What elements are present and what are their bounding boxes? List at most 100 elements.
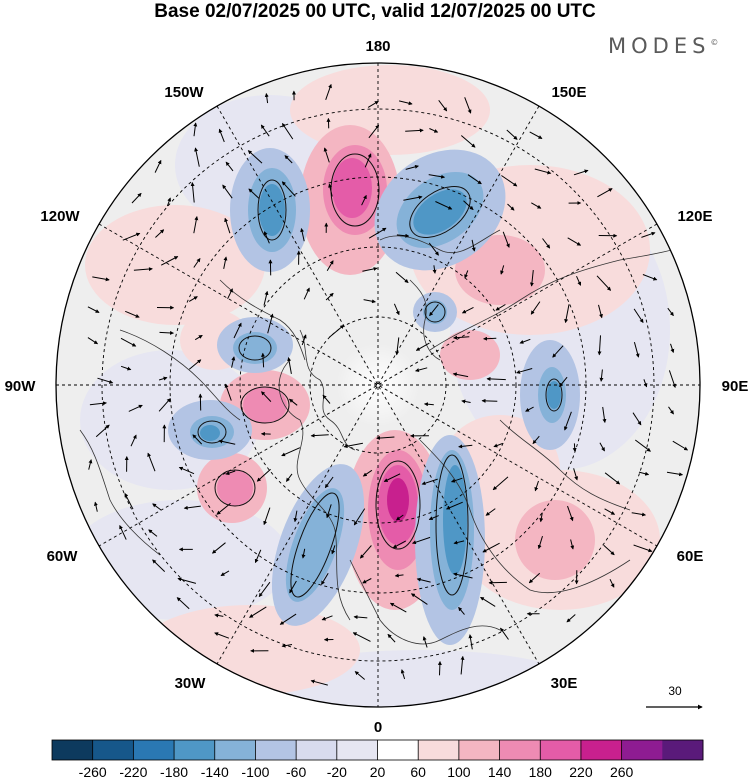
wind-vector — [392, 540, 407, 549]
coastlines — [79, 229, 700, 645]
wind-vector — [363, 299, 376, 304]
wind-vector — [367, 100, 379, 108]
wind-vector — [223, 256, 228, 269]
wind-vector — [368, 227, 387, 239]
lon-label-150w: 150W — [164, 84, 204, 101]
wind-vector — [120, 337, 137, 347]
wind-vector — [158, 398, 171, 412]
wind-vector — [166, 197, 172, 207]
wind-vector — [289, 580, 297, 594]
wind-vector — [502, 231, 510, 248]
wind-vector — [480, 596, 496, 607]
lon-label-60w: 60W — [47, 548, 79, 565]
wind-vector — [323, 147, 330, 163]
wind-vector — [260, 124, 270, 137]
wind-vector — [463, 200, 474, 211]
wind-vector — [214, 613, 224, 618]
wind-vector — [458, 606, 465, 615]
contours — [197, 153, 563, 598]
wind-vector — [529, 131, 543, 139]
wind-vector — [450, 477, 463, 483]
wind-vector — [218, 128, 225, 143]
wind-vector — [423, 402, 434, 407]
wind-vector — [279, 613, 297, 625]
wind-vector — [160, 256, 179, 266]
lon-label-30e: 30E — [551, 675, 578, 692]
wind-vector — [411, 536, 431, 545]
wind-vector — [507, 203, 515, 211]
wind-vector — [395, 271, 409, 284]
wind-vector — [287, 357, 292, 374]
wind-vector — [405, 164, 419, 170]
wind-vector — [328, 183, 333, 197]
lon-label-90w: 90W — [5, 378, 37, 395]
graticule — [56, 63, 700, 707]
wind-vector — [564, 304, 570, 324]
colorbar-swatch — [92, 740, 134, 760]
wind-vector — [193, 122, 198, 137]
wind-vector — [437, 660, 442, 676]
colorbar-tick-label: -220 — [119, 764, 147, 780]
wind-vector — [534, 168, 552, 175]
wind-vector — [119, 524, 127, 540]
wind-vector — [528, 572, 541, 584]
wind-vector — [188, 296, 198, 302]
wind-vector — [500, 627, 509, 640]
lon-label-60e: 60E — [677, 548, 704, 565]
colorbar-tick-label: -100 — [241, 764, 269, 780]
wind-vector — [567, 237, 582, 246]
colorbar-tick-label: 260 — [610, 764, 634, 780]
wind-vector — [453, 540, 465, 545]
wind-vector — [534, 480, 539, 492]
wind-vector — [633, 341, 640, 358]
colorbar-swatch — [336, 740, 378, 760]
wind-vector — [133, 267, 153, 272]
wind-vector — [352, 632, 371, 642]
wind-vector — [602, 406, 607, 424]
wind-vector — [124, 492, 134, 510]
wind-vector — [178, 466, 195, 475]
lon-label-150e: 150E — [551, 84, 586, 101]
map-border — [55, 62, 701, 708]
wind-vector — [92, 276, 110, 282]
wind-vector — [325, 83, 332, 100]
wind-vector — [403, 195, 423, 201]
wind-vector — [643, 379, 648, 388]
wind-vector — [609, 578, 615, 588]
wind-vector — [501, 175, 518, 187]
wind-vector — [343, 442, 363, 449]
wind-vector — [599, 369, 604, 382]
wind-vector — [222, 184, 233, 199]
wind-vector — [284, 155, 293, 164]
wind-vector — [567, 505, 574, 522]
colorbar-tick-label: -180 — [160, 764, 188, 780]
map-title: Base 02/07/2025 00 UTC, valid 12/07/2025… — [154, 1, 596, 22]
wind-vector — [668, 406, 674, 415]
wind-vector — [97, 377, 114, 384]
lon-label-120w: 120W — [40, 208, 80, 225]
wind-vector — [267, 313, 274, 334]
wind-vector — [322, 394, 331, 404]
colorbar-tick-label: -60 — [286, 764, 306, 780]
wind-vector — [519, 338, 531, 344]
wind-vector — [429, 304, 439, 317]
wind-vector — [233, 322, 242, 339]
wind-vector — [537, 535, 543, 550]
wind-vector — [247, 150, 263, 164]
colorbar-swatch — [214, 740, 256, 760]
wind-vector — [249, 606, 267, 618]
wind-vector — [192, 434, 203, 445]
wind-vector — [301, 548, 306, 559]
colorbar-tick-label: 20 — [370, 764, 386, 780]
wind-vector — [641, 231, 656, 238]
wind-vector — [638, 471, 650, 476]
wind-vector — [452, 372, 469, 378]
wind-vector — [264, 92, 269, 104]
wind-vector — [500, 265, 505, 275]
wind-vector — [672, 440, 689, 451]
wind-vector — [88, 459, 93, 470]
wind-vector — [460, 655, 465, 675]
wind-vector — [325, 292, 334, 301]
wind-vector — [428, 515, 439, 521]
wind-vector — [281, 122, 294, 140]
